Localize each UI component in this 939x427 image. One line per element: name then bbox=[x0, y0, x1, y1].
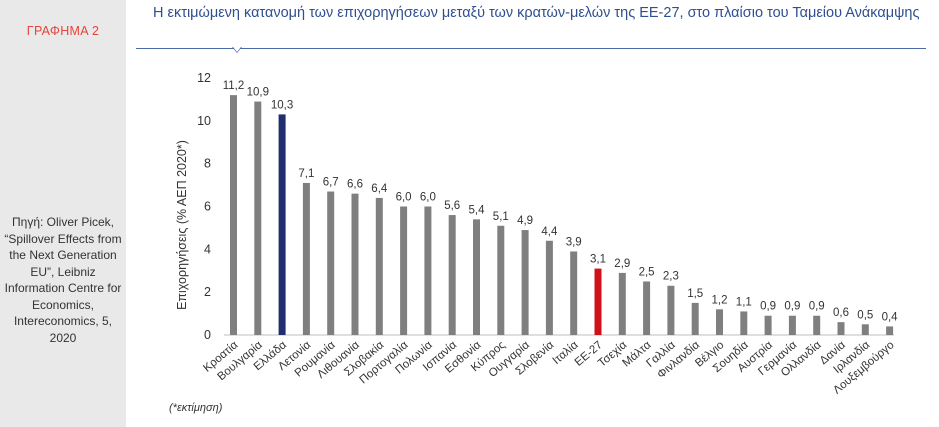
data-label: 7,1 bbox=[298, 168, 314, 180]
y-tick-label: 6 bbox=[204, 200, 211, 214]
y-axis-label: Επιχορηγήσεις (% ΑΕΠ 2020*) bbox=[175, 140, 189, 310]
y-tick-label: 10 bbox=[197, 114, 211, 128]
data-label: 10,9 bbox=[247, 87, 269, 99]
y-axis-ticks: 0 2 4 6 8 10 12 bbox=[197, 71, 211, 342]
bar bbox=[837, 322, 845, 335]
data-label: 0,6 bbox=[833, 307, 849, 319]
bar bbox=[254, 101, 262, 335]
bar bbox=[570, 251, 578, 335]
bar bbox=[400, 206, 408, 335]
bar bbox=[643, 281, 651, 335]
title-pointer-fill bbox=[233, 47, 241, 52]
bar bbox=[327, 191, 335, 335]
data-label: 2,3 bbox=[663, 271, 679, 283]
data-label: 2,9 bbox=[614, 258, 630, 270]
data-label: 0,4 bbox=[882, 311, 899, 323]
data-label: 0,9 bbox=[784, 301, 800, 313]
bar bbox=[813, 315, 821, 335]
title-underline bbox=[136, 48, 926, 49]
data-label: 6,7 bbox=[323, 177, 339, 189]
y-tick-label: 0 bbox=[204, 328, 211, 342]
bar bbox=[302, 182, 310, 335]
bar bbox=[618, 272, 626, 335]
data-label: 2,5 bbox=[639, 266, 655, 278]
bar bbox=[716, 309, 723, 335]
bar bbox=[473, 219, 480, 335]
bar bbox=[545, 240, 553, 335]
data-label: 5,4 bbox=[469, 204, 486, 216]
bar bbox=[594, 268, 602, 335]
data-label: 0,9 bbox=[809, 301, 825, 313]
y-tick-label: 12 bbox=[197, 71, 211, 85]
bar bbox=[278, 114, 286, 336]
data-label: 6,0 bbox=[396, 192, 412, 204]
bar bbox=[424, 206, 432, 335]
data-label: 6,4 bbox=[371, 183, 388, 195]
y-tick-label: 2 bbox=[204, 285, 211, 299]
bar bbox=[886, 326, 894, 335]
bar bbox=[351, 193, 359, 335]
bar bbox=[448, 215, 456, 335]
data-label: 4,9 bbox=[517, 215, 533, 227]
y-tick-label: 8 bbox=[204, 157, 211, 171]
data-label: 11,2 bbox=[223, 80, 245, 92]
data-label: 1,5 bbox=[687, 288, 703, 300]
sidebar-panel: ΓΡΑΦΗΜΑ 2 Πηγή: Oliver Picek, “Spillover… bbox=[0, 0, 126, 427]
data-label: 6,0 bbox=[420, 192, 436, 204]
y-tick-label: 4 bbox=[204, 242, 211, 256]
value-labels: 11,210,910,3 7,1 6,7 6,6 6,4 6,0 6,0 5,6 5,4 5,1 4… bbox=[223, 80, 898, 323]
data-label: 0,5 bbox=[857, 309, 873, 321]
data-label: 5,1 bbox=[493, 211, 509, 223]
bar bbox=[497, 225, 505, 335]
bars bbox=[230, 95, 894, 336]
figure-label: ΓΡΑΦΗΜΑ 2 bbox=[26, 24, 100, 38]
data-label: 4,4 bbox=[541, 226, 558, 238]
bar bbox=[788, 315, 796, 335]
bar bbox=[764, 315, 772, 335]
source-citation: Πηγή: Oliver Picek, “Spillover Effects f… bbox=[4, 215, 122, 345]
bar bbox=[740, 311, 748, 335]
data-label: 5,6 bbox=[444, 200, 460, 212]
data-label: 3,1 bbox=[590, 254, 606, 266]
bar bbox=[375, 197, 383, 335]
chart-title: Η εκτιμώμενη κατανομή των επιχορηγήσεων … bbox=[153, 5, 920, 21]
bar bbox=[521, 230, 529, 335]
bar bbox=[230, 95, 237, 335]
data-label: 6,6 bbox=[347, 179, 363, 191]
data-label: 10,3 bbox=[271, 99, 293, 111]
bar bbox=[667, 285, 675, 335]
category-labels: ΚροατίαΒουλγαρίαΕλλάδαΛετονίαΡουμανίαΛιθ… bbox=[201, 339, 896, 397]
data-label: 0,9 bbox=[760, 301, 776, 313]
bar-chart: Επιχορηγήσεις (% ΑΕΠ 2020*) 0 2 4 6 8 10 12 11… bbox=[175, 71, 898, 397]
data-label: 1,1 bbox=[736, 296, 752, 308]
estimate-note: (*εκτίμηση) bbox=[169, 402, 223, 414]
bar bbox=[691, 302, 699, 335]
data-label: 1,2 bbox=[712, 294, 728, 306]
chart-panel: Η εκτιμώμενη κατανομή των επιχορηγήσεων … bbox=[136, 0, 936, 427]
data-label: 3,9 bbox=[566, 236, 582, 248]
bar bbox=[861, 324, 869, 335]
